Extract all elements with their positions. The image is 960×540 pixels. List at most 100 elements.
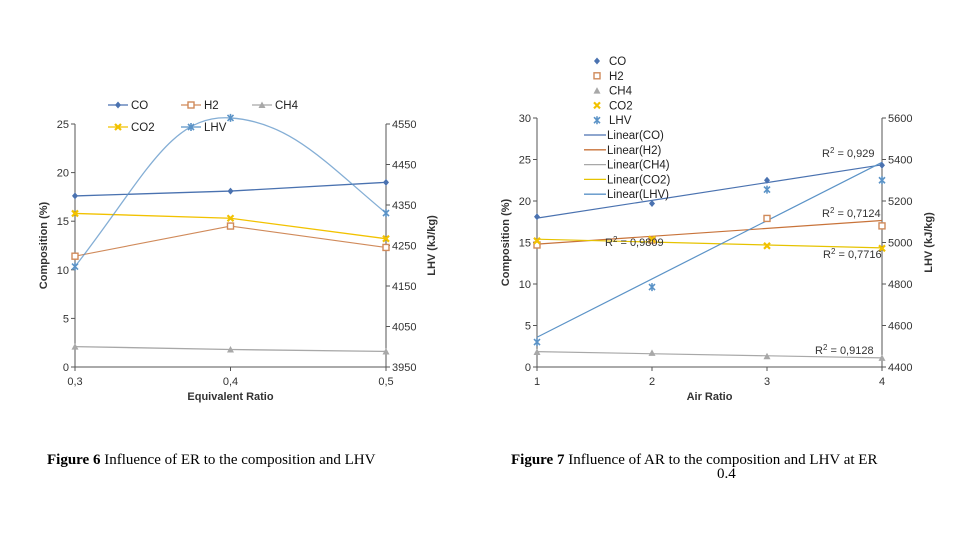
data-point-h2 — [71, 252, 79, 260]
r-squared-label-lhv: R2 = 0,9809 — [605, 235, 664, 249]
legend-label-linear-co: Linear(CO) — [607, 130, 664, 142]
y2-tick-label: 5400 — [888, 155, 912, 167]
legend-entry-linear-ch4: Linear(CH4) — [584, 160, 670, 172]
y-tick-label: 0 — [525, 362, 531, 374]
y-tick-label: 15 — [57, 216, 69, 228]
x-tick-label: 0,4 — [223, 376, 238, 388]
data-point-lhv — [648, 283, 656, 292]
legend-entry-lhv: LHV — [181, 122, 227, 134]
data-point-lhv — [226, 113, 235, 122]
data-point-co — [383, 178, 389, 186]
legend-marker-co — [115, 101, 121, 109]
series-line-h2 — [74, 225, 387, 257]
y-axis-title: Composition (%) — [500, 198, 512, 286]
legend-entry-ch4: CH4 — [593, 86, 633, 98]
y2-tick-label: 4150 — [392, 281, 416, 293]
legend-marker-ch4 — [593, 87, 601, 94]
legend-label-ch4: CH4 — [609, 86, 633, 98]
y2-tick-label: 3950 — [392, 362, 416, 374]
y2-tick-label: 5000 — [888, 238, 912, 250]
legend-label-ch4: CH4 — [275, 100, 299, 112]
legend-entry-co: CO — [108, 100, 148, 112]
figure-7-caption-continuation: 0.4 — [717, 466, 736, 483]
y-tick-label: 5 — [525, 321, 531, 333]
figure-7-caption: Figure 7 Influence of AR to the composit… — [511, 452, 877, 469]
data-point-co — [649, 199, 655, 207]
legend-marker-h2 — [593, 72, 601, 80]
y2-tick-label: 4400 — [888, 362, 912, 374]
legend-label-co: CO — [609, 56, 626, 68]
data-point-lhv — [382, 209, 390, 218]
y2-axis-title: LHV (kJ/kg) — [426, 215, 438, 276]
data-point-ch4 — [878, 354, 886, 361]
data-point-h2 — [226, 222, 235, 230]
legend-label-linear-lhv: Linear(LHV) — [607, 189, 669, 201]
x-tick-label: 3 — [764, 376, 770, 388]
y2-tick-label: 4450 — [392, 160, 416, 172]
trendline-lhv — [536, 161, 883, 338]
legend-label-lhv: LHV — [609, 115, 632, 127]
figure-7-text: Influence of AR to the composition and L… — [568, 452, 878, 468]
legend-marker-h2 — [187, 101, 195, 109]
legend-label-lhv: LHV — [204, 122, 227, 134]
legend-label-co2: CO2 — [131, 122, 155, 134]
legend-marker-ch4 — [258, 101, 266, 108]
figure-6-text: Influence of ER to the composition and L… — [104, 452, 376, 468]
legend-label-h2: H2 — [204, 100, 219, 112]
legend-label-h2: H2 — [609, 71, 624, 83]
data-point-co2 — [71, 209, 79, 218]
legend-entry-h2: H2 — [181, 100, 219, 112]
y2-tick-label: 4250 — [392, 241, 416, 253]
y-tick-label: 30 — [519, 113, 531, 125]
data-point-co2 — [226, 214, 235, 223]
y-tick-label: 20 — [519, 196, 531, 208]
data-point-co2 — [648, 235, 656, 243]
chart-er-composition-lhv: 0 5 10 15 20 25 3950 4050 4150 4250 4350 4450 4550 Co… — [38, 100, 438, 403]
legend-marker-co2 — [114, 123, 122, 131]
y2-tick-label: 4600 — [888, 321, 912, 333]
r-squared-label-ch4: R2 = 0,9128 — [815, 343, 874, 357]
y-tick-label: 15 — [519, 238, 531, 250]
x-tick-label: 2 — [649, 376, 655, 388]
data-point-h2 — [763, 214, 771, 223]
legend-marker-lhv — [593, 116, 601, 125]
legend-entry-co: CO — [594, 56, 626, 68]
trendline-ch4 — [536, 351, 883, 359]
x-tick-label: 0,3 — [67, 376, 82, 388]
data-point-co — [879, 161, 885, 169]
data-point-co — [764, 176, 770, 184]
legend-entry-co2: CO2 — [593, 100, 633, 112]
data-point-co — [227, 187, 234, 195]
r-squared-label-co: R2 = 0,929 — [822, 146, 874, 160]
legend-entry-linear-co2: Linear(CO2) — [584, 174, 670, 186]
data-point-co2 — [878, 244, 886, 253]
y2-tick-label: 4350 — [392, 200, 416, 212]
y-tick-label: 25 — [519, 155, 531, 167]
legend-label-linear-ch4: Linear(CH4) — [607, 160, 670, 172]
legend-entry-lhv: LHV — [593, 115, 632, 127]
chart-ar-composition-lhv: 0 5 10 15 20 25 30 4400 4600 4800 5000 5200 5400 5600… — [500, 56, 935, 403]
data-point-co — [72, 192, 78, 200]
legend-entry-linear-lhv: Linear(LHV) — [584, 189, 669, 201]
y-tick-label: 10 — [57, 265, 69, 277]
data-point-lhv — [533, 338, 541, 347]
r-squared-label-h2: R2 = 0,7124 — [822, 206, 881, 220]
data-point-co — [534, 213, 540, 221]
trendline-co2 — [536, 238, 883, 249]
legend-label-linear-h2: Linear(H2) — [607, 145, 661, 157]
data-point-co2 — [763, 242, 771, 250]
figure-6-label: Figure 6 — [47, 452, 101, 468]
data-point-ch4 — [763, 352, 771, 360]
legend-marker-lhv — [187, 123, 195, 131]
data-point-ch4 — [71, 343, 79, 350]
legend-label-linear-co2: Linear(CO2) — [607, 174, 670, 186]
x-tick-label: 4 — [879, 376, 885, 388]
data-point-h2 — [382, 243, 390, 252]
legend-entry-h2: H2 — [593, 71, 624, 83]
data-point-ch4 — [382, 347, 390, 355]
legend-marker-co — [594, 57, 600, 65]
data-point-h2 — [878, 222, 886, 230]
legend-entry-ch4: CH4 — [252, 100, 299, 112]
x-tick-label: 1 — [534, 376, 540, 388]
